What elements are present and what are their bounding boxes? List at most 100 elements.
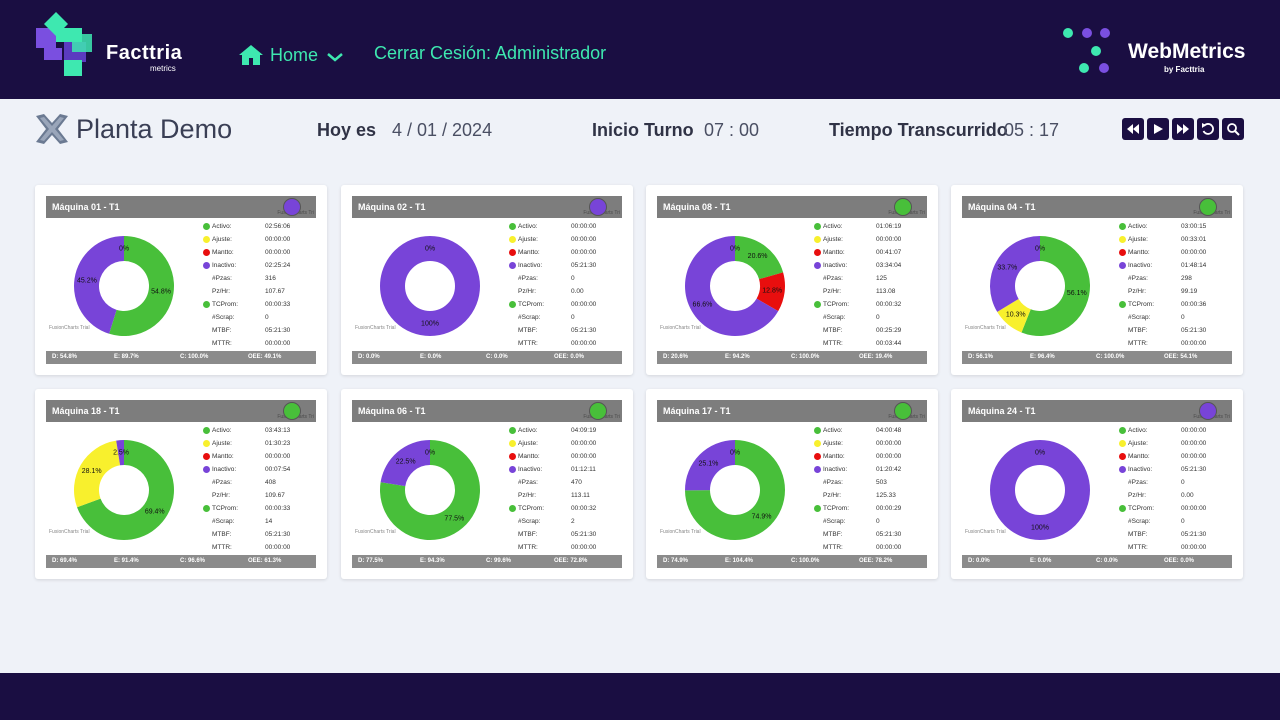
stat-value: 00:00:00 xyxy=(571,301,597,308)
stat-value: 00:00:00 xyxy=(571,249,597,256)
home-label: Home xyxy=(270,44,319,65)
machine-card[interactable]: Máquina 02 - T1FusionCharts Tri 0% 100% Fus… xyxy=(341,185,633,375)
facttria-logo-icon xyxy=(36,12,92,76)
stat-value: 01:06:19 xyxy=(876,223,902,230)
legend-dot xyxy=(814,453,821,460)
oee-footer: D: 77.5% E: 94.3% C: 99.6% OEE: 72.8% xyxy=(352,555,622,568)
plant-icon xyxy=(36,114,68,144)
machine-card[interactable]: Máquina 06 - T1FusionCharts Tri77.5%0%22… xyxy=(341,389,633,579)
stat-row-mantto: Mantto: 00:00:00 xyxy=(814,452,929,465)
stat-label: #Pzas: xyxy=(518,275,538,282)
stat-value: 00:00:00 xyxy=(265,544,291,551)
stat-label: Pz/Hr: xyxy=(518,288,537,295)
bottom-bar xyxy=(0,673,1280,720)
logout-link[interactable]: Cerrar Cesión: Administrador xyxy=(374,43,607,63)
donut-label: 69.4% xyxy=(145,508,165,515)
oee-footer: D: 54.8% E: 89.7% C: 100.0% OEE: 49.1% xyxy=(46,351,316,364)
status-donut-chart: 77.5% 0% 22.5% xyxy=(380,440,480,540)
stat-label: Pz/Hr: xyxy=(1128,288,1147,295)
stat-value: 00:25:29 xyxy=(876,327,902,334)
stat-label: TCProm: xyxy=(212,505,238,512)
home-icon xyxy=(239,45,263,65)
stat-value: 00:00:00 xyxy=(876,453,902,460)
stat-value: 99.19 xyxy=(1181,288,1198,295)
stat-row-mttr: MTTR: 00:00:00 xyxy=(1119,543,1234,556)
stat-value: 00:00:32 xyxy=(571,505,597,512)
stat-label: TCProm: xyxy=(212,301,238,308)
donut-label: 25.1% xyxy=(698,461,718,468)
status-indicator xyxy=(1199,198,1217,216)
stat-value: 00:00:00 xyxy=(876,440,902,447)
status-indicator xyxy=(894,198,912,216)
rewind-button[interactable] xyxy=(1122,118,1144,140)
machine-title: Máquina 17 - T1 xyxy=(663,406,731,416)
stat-value: 14 xyxy=(265,518,273,525)
stat-value: 113.08 xyxy=(876,288,896,295)
today-value: 4 / 01 / 2024 xyxy=(392,120,493,140)
donut-label: 100% xyxy=(421,321,439,328)
stat-row-mtbf: MTBF: 00:25:29 xyxy=(814,326,929,339)
stat-label: Pz/Hr: xyxy=(823,492,842,499)
stat-label: Ajuste: xyxy=(518,236,538,243)
stat-value: 00:00:00 xyxy=(571,453,597,460)
stat-value: 408 xyxy=(265,479,276,486)
stat-value: 03:00:15 xyxy=(1181,223,1207,230)
donut-slice-inactivo xyxy=(380,236,480,336)
machine-card[interactable]: Máquina 24 - T1FusionCharts Tri 0% 100% Fus… xyxy=(951,389,1243,579)
stat-row-inactivo: Inactivo: 03:34:04 xyxy=(814,261,929,274)
footer-c: C: 0.0% xyxy=(486,354,508,360)
stat-label: Ajuste: xyxy=(1128,440,1148,447)
top-bar: Facttria metrics Home Cerrar Cesión: Adm… xyxy=(0,0,1280,99)
stat-row-pzhr: Pz/Hr: 125.33 xyxy=(814,491,929,504)
stat-row-activo: Activo: 00:00:00 xyxy=(509,222,624,235)
stat-label: Pz/Hr: xyxy=(212,492,231,499)
stat-row-ajuste: Ajuste: 00:00:00 xyxy=(203,235,318,248)
stat-value: 00:00:00 xyxy=(571,440,597,447)
stat-value: 109.67 xyxy=(265,492,285,499)
footer-e: E: 0.0% xyxy=(1030,558,1052,564)
legend-dot xyxy=(1119,440,1126,447)
donut-label: 77.5% xyxy=(444,516,464,523)
fusioncharts-trial-tag: FusionCharts Trial xyxy=(355,325,396,331)
stat-row-pzhr: Pz/Hr: 0.00 xyxy=(1119,491,1234,504)
machine-title: Máquina 18 - T1 xyxy=(52,406,120,416)
stat-value: 00:00:00 xyxy=(876,544,902,551)
machine-card[interactable]: Máquina 18 - T1FusionCharts Tri 69.4% 28.1… xyxy=(35,389,327,579)
stat-value: 05:21:30 xyxy=(265,327,291,334)
stat-value: 00:00:33 xyxy=(265,505,291,512)
stat-label: Inactivo: xyxy=(518,262,543,269)
machine-card[interactable]: Máquina 08 - T1FusionCharts Tri 20.6% 0% 12… xyxy=(646,185,938,375)
refresh-icon xyxy=(1202,123,1214,135)
donut-label: 54.8% xyxy=(151,289,171,296)
stat-label: Inactivo: xyxy=(518,466,543,473)
home-menu[interactable]: Home xyxy=(238,42,350,68)
refresh-button[interactable] xyxy=(1197,118,1219,140)
fast-forward-button[interactable] xyxy=(1172,118,1194,140)
stat-value: 00:00:32 xyxy=(876,301,902,308)
machine-grid: Máquina 01 - T1FusionCharts Tri 54.8% 0% 45… xyxy=(35,185,1245,579)
stat-label: #Pzas: xyxy=(1128,479,1148,486)
stat-row-pzas: #Pzas: 408 xyxy=(203,478,318,491)
stat-value: 05:21:30 xyxy=(1181,466,1207,473)
stat-row-mtbf: MTBF: 05:21:30 xyxy=(814,530,929,543)
stat-row-pzhr: Pz/Hr: 99.19 xyxy=(1119,287,1234,300)
oee-footer: D: 69.4% E: 91.4% C: 96.6% OEE: 61.3% xyxy=(46,555,316,568)
stat-value: 00:00:00 xyxy=(1181,544,1207,551)
play-button[interactable] xyxy=(1147,118,1169,140)
legend-dot xyxy=(203,301,210,308)
stat-label: #Pzas: xyxy=(1128,275,1148,282)
status-donut-chart: 74.9% 0% 25.1% xyxy=(685,440,785,540)
stat-row-scrap: #Scrap: 2 xyxy=(509,517,624,530)
machine-card[interactable]: Máquina 04 - T1FusionCharts Tri 56.1% 10.3… xyxy=(951,185,1243,375)
stat-value: 00:00:00 xyxy=(1181,249,1207,256)
machine-card[interactable]: Máquina 17 - T1FusionCharts Tri 74.9% 0% 25… xyxy=(646,389,938,579)
stat-row-mantto: Mantto: 00:00:00 xyxy=(203,248,318,261)
donut-slice-inactivo xyxy=(74,236,124,334)
facttria-logo[interactable]: Facttria metrics xyxy=(34,12,194,78)
legend-dot xyxy=(1119,453,1126,460)
stat-row-activo: Activo: 03:43:13 xyxy=(203,426,318,439)
machine-card[interactable]: Máquina 01 - T1FusionCharts Tri 54.8% 0% 45… xyxy=(35,185,327,375)
donut-slice-ajuste xyxy=(73,440,121,508)
search-button[interactable] xyxy=(1222,118,1244,140)
stat-value: 05:21:30 xyxy=(876,531,902,538)
